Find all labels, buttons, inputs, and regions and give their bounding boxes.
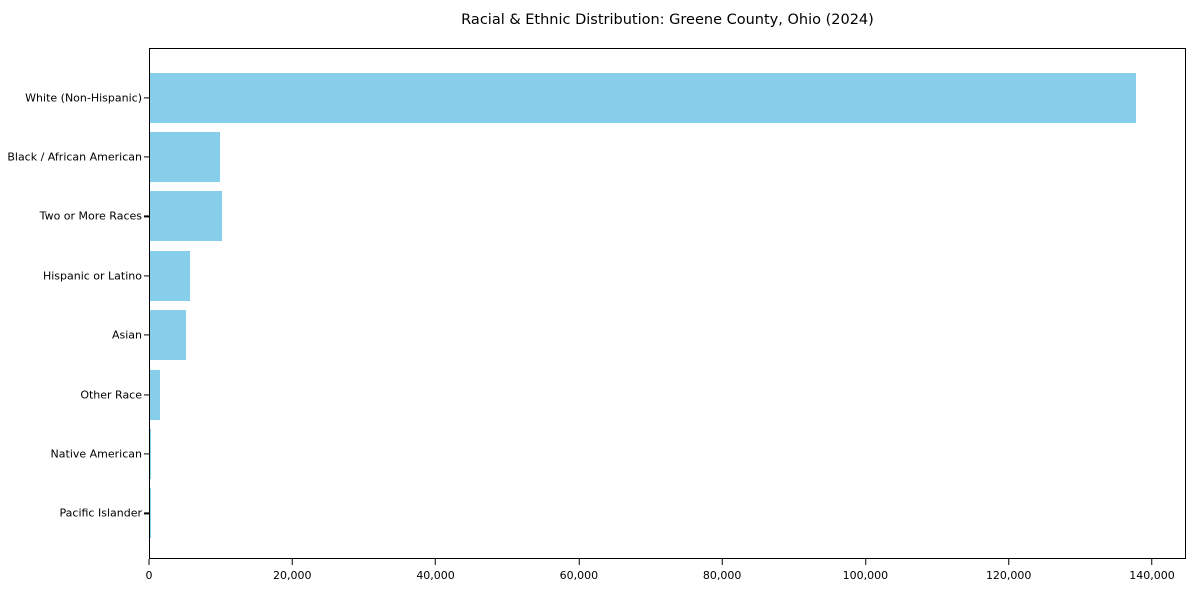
- y-tick-mark: [143, 97, 149, 99]
- category-label: Asian: [111, 328, 142, 342]
- x-tick: 120,000: [985, 559, 1032, 582]
- x-tick-label: 120,000: [985, 568, 1032, 582]
- bar: [150, 250, 191, 301]
- bar: [150, 132, 221, 183]
- bar: [150, 72, 1137, 123]
- x-tick: 100,000: [842, 559, 889, 582]
- category-label: Black / African American: [7, 150, 142, 164]
- x-tick-mark: [864, 559, 866, 565]
- bar-rows-container: White (Non-Hispanic) Black / African Amer…: [7, 49, 1185, 558]
- x-tick-mark: [1008, 559, 1010, 565]
- x-tick: 140,000: [1129, 559, 1175, 582]
- bar-row: Pacific Islander: [60, 484, 1185, 543]
- bar: [150, 428, 151, 479]
- y-tick-mark: [143, 453, 149, 455]
- category-label: Native American: [50, 447, 142, 461]
- x-tick-mark: [721, 559, 723, 565]
- bar-row: Two or More Races: [40, 187, 1185, 246]
- x-tick-label: 60,000: [559, 568, 599, 582]
- category-label: Pacific Islander: [59, 506, 142, 520]
- category-label: White (Non-Hispanic): [25, 91, 142, 105]
- x-tick-label: 100,000: [842, 568, 889, 582]
- bar-row: Other Race: [80, 365, 1185, 424]
- bar: [150, 369, 160, 420]
- x-tick-label: 0: [145, 568, 153, 582]
- x-tick: 0: [146, 559, 153, 582]
- x-tick: 60,000: [559, 559, 599, 582]
- x-tick-mark: [148, 559, 150, 565]
- x-tick-mark: [1151, 559, 1153, 565]
- plot-area: White (Non-Hispanic) Black / African Amer…: [7, 48, 1186, 559]
- x-tick-label: 20,000: [273, 568, 312, 582]
- chart-title: Racial & Ethnic Distribution: Greene Cou…: [461, 12, 874, 28]
- x-tick-label: 80,000: [702, 568, 742, 582]
- x-tick: 20,000: [273, 559, 312, 582]
- x-tick-mark: [434, 559, 437, 565]
- x-tick: 40,000: [416, 559, 455, 582]
- bar: [150, 191, 222, 242]
- category-label: Two or More Races: [39, 209, 142, 223]
- bar-row: White (Non-Hispanic): [25, 68, 1185, 127]
- bar-row: Hispanic or Latino: [43, 246, 1185, 305]
- x-tick-mark: [578, 559, 580, 565]
- y-tick-mark: [143, 215, 149, 218]
- y-tick-mark: [143, 334, 149, 336]
- y-tick-mark: [143, 393, 149, 396]
- bar-row: Asian: [112, 306, 1185, 365]
- bar-row: Black / African American: [7, 127, 1185, 186]
- bar: [150, 310, 186, 361]
- bar-row: Native American: [51, 424, 1185, 483]
- x-tick-label: 140,000: [1129, 568, 1175, 582]
- y-tick-mark: [143, 156, 149, 158]
- x-tick-mark: [291, 559, 293, 565]
- x-axis: 0 20,000 40,000 60,000 80,000 100,000 120,000 1…: [146, 559, 1186, 589]
- y-tick-mark: [143, 275, 149, 277]
- x-tick-label: 40,000: [416, 568, 455, 582]
- category-label: Hispanic or Latino: [42, 269, 142, 283]
- y-tick-mark: [143, 512, 149, 514]
- x-tick: 80,000: [702, 559, 742, 582]
- category-label: Other Race: [80, 388, 142, 402]
